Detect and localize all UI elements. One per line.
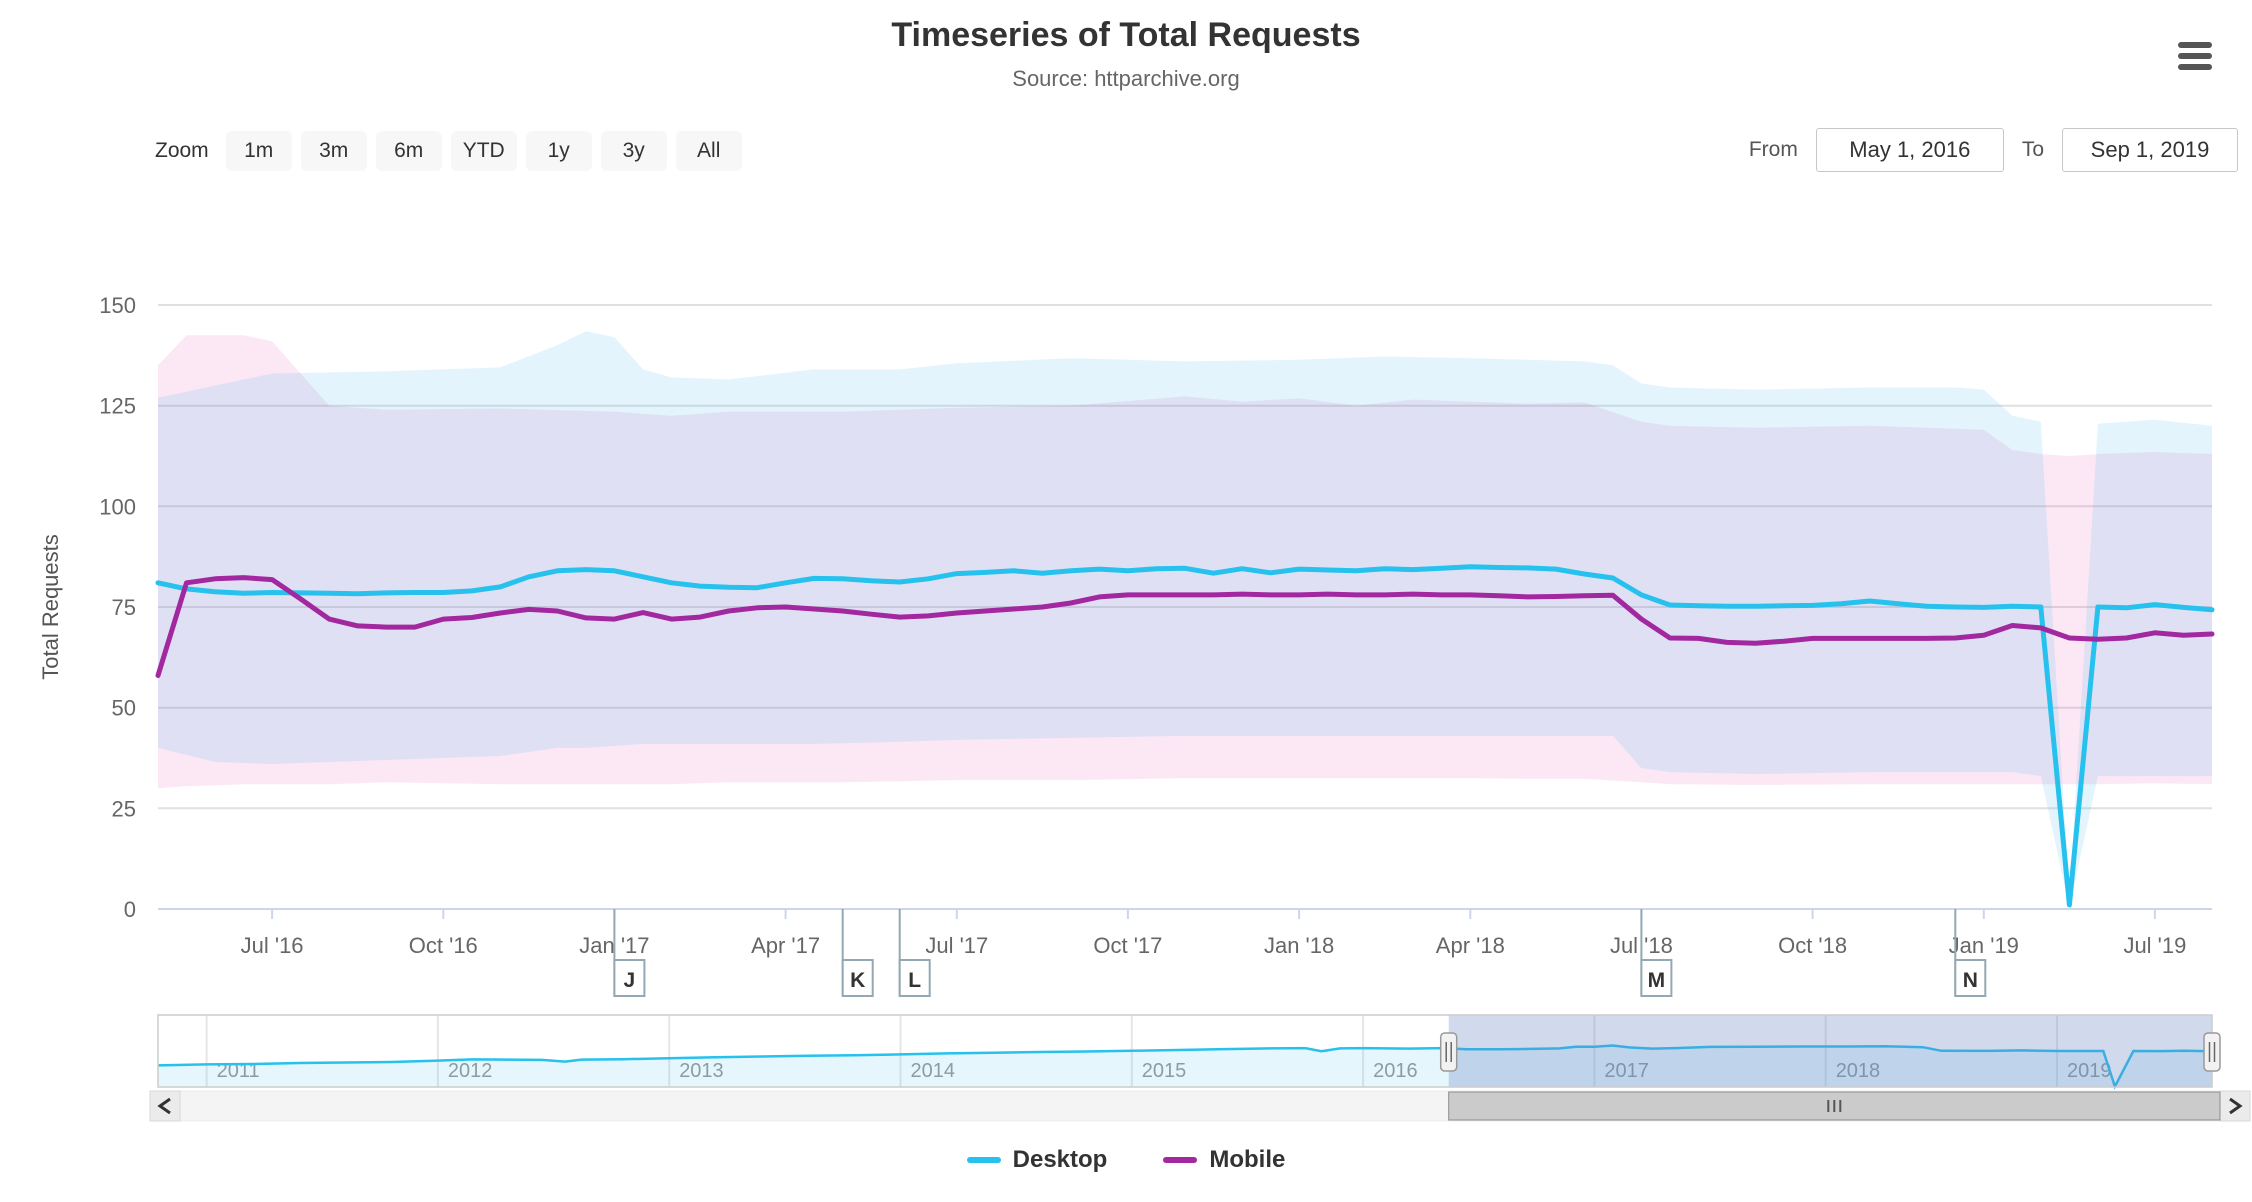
zoom-button-all[interactable]: All	[675, 131, 742, 171]
zoom-button-6m[interactable]: 6m	[375, 131, 442, 171]
navigator-year-label: 2013	[679, 1060, 724, 1082]
to-date-input[interactable]	[2062, 128, 2238, 172]
flag-label: M	[1648, 969, 1666, 992]
desktop-line	[155, 564, 2215, 908]
scrollbar-right-button[interactable]	[2219, 1090, 2251, 1122]
handle-body	[1439, 1032, 1458, 1072]
x-axis: Jul '16 Oct '16 Jan '17 Apr '17 Jul '17 Oct '…	[158, 908, 2212, 958]
navigator-right-handle[interactable]	[2203, 1032, 2221, 1072]
from-date-input[interactable]	[1815, 128, 2004, 172]
navigator-year-label: 2012	[448, 1060, 493, 1082]
navigator-year-label: 2017	[1604, 1060, 1649, 1082]
navigator-year-label: 2015	[1142, 1060, 1187, 1082]
x-axis-tick-label: Jul '16	[241, 933, 304, 958]
flag-N[interactable]: N	[1954, 909, 1987, 997]
flag-J[interactable]: J	[613, 909, 646, 997]
x-axis-tick-label: Jan '19	[1949, 933, 2019, 958]
zoom-button-ytd[interactable]: YTD	[450, 131, 517, 171]
y-axis-tick-label: 150	[99, 293, 136, 318]
zoom-toolbar: Zoom 1m 3m 6m YTD 1y 3y All	[155, 131, 742, 171]
navigator-selected-mask[interactable]	[1448, 1015, 2212, 1087]
legend-marker-icon	[966, 1157, 1001, 1163]
scrollbar-button-body	[149, 1090, 181, 1122]
legend-label: Mobile	[1209, 1146, 1286, 1173]
hamburger-icon[interactable]	[2178, 42, 2212, 70]
scrollbar	[149, 1090, 2251, 1122]
flag-box	[841, 959, 874, 997]
flag-K[interactable]: K	[841, 909, 874, 997]
zoom-label: Zoom	[155, 139, 209, 162]
x-axis-tick-label: Apr '17	[751, 933, 820, 958]
x-axis-tick-label: Jul '19	[2123, 933, 2186, 958]
x-axis-tick-label: Jul '17	[925, 933, 988, 958]
legend-item-mobile[interactable]: Mobile	[1163, 1146, 1285, 1174]
hamburger-bar	[2178, 42, 2212, 48]
legend-item-desktop[interactable]: Desktop	[966, 1146, 1108, 1174]
zoom-buttons: 1m 3m 6m YTD 1y 3y All	[225, 131, 742, 171]
navigator-year-label: 2019	[2067, 1060, 2112, 1082]
arrow-left-icon	[157, 1097, 171, 1115]
hamburger-bar	[2178, 64, 2212, 70]
legend-label: Desktop	[1012, 1146, 1108, 1173]
navigator-year-label: 2018	[1836, 1060, 1881, 1082]
flag-label: K	[850, 969, 865, 992]
chart-subtitle: Source: httparchive.org	[1012, 66, 1240, 91]
desktop-range-band	[158, 331, 2212, 907]
x-axis-tick-label: Oct '17	[1093, 933, 1162, 958]
navigator-year-label: 2016	[1373, 1060, 1418, 1082]
handle-body	[2203, 1032, 2221, 1072]
mobile-range-band	[158, 335, 2212, 789]
scrollbar-thumb[interactable]	[1448, 1091, 2221, 1121]
flag-label: L	[908, 969, 921, 992]
scrollbar-left-button[interactable]	[149, 1090, 181, 1122]
navigator: 2011 2012 2013 2014 2015 2016 2017 2018 2019	[157, 1014, 2221, 1090]
scrollbar-button-body	[2219, 1090, 2251, 1122]
arrow-right-icon	[2229, 1097, 2243, 1115]
y-axis-title: Total Requests	[38, 534, 63, 680]
range-bands	[158, 331, 2212, 907]
chart-title: Timeseries of Total Requests	[891, 16, 1361, 54]
event-flags: J K L M N	[613, 909, 1987, 997]
navigator-area	[158, 1045, 2212, 1087]
y-axis-tick-label: 25	[112, 796, 136, 821]
flag-label: N	[1963, 969, 1978, 992]
flag-box	[898, 959, 931, 997]
series-lines	[155, 564, 2215, 908]
flag-box	[613, 959, 646, 997]
navigator-left-handle[interactable]	[1439, 1032, 1458, 1072]
y-axis-tick-label: 100	[99, 494, 136, 519]
zoom-button-1y[interactable]: 1y	[525, 131, 592, 171]
y-axis-tick-label: 0	[124, 897, 136, 922]
x-axis-tick-label: Jan '18	[1264, 933, 1334, 958]
y-axis-tick-label: 125	[99, 394, 136, 419]
x-axis-tick-label: Oct '16	[409, 933, 478, 958]
x-axis-tick-label: Oct '18	[1778, 933, 1847, 958]
navigator-year-label: 2014	[911, 1060, 956, 1082]
to-label: To	[2021, 138, 2044, 161]
hamburger-bar	[2178, 53, 2212, 59]
zoom-button-1m[interactable]: 1m	[225, 131, 292, 171]
y-axis-tick-label: 75	[112, 595, 136, 620]
zoom-button-3y[interactable]: 3y	[600, 131, 667, 171]
flag-box	[1640, 959, 1673, 997]
chart-legend: Desktop Mobile	[0, 1146, 2252, 1174]
flag-M[interactable]: M	[1640, 909, 1673, 997]
navigator-line	[157, 1044, 2213, 1090]
y-axis-tick-label: 50	[112, 696, 136, 721]
navigator-year-label: 2011	[217, 1060, 260, 1082]
flag-L[interactable]: L	[898, 909, 931, 997]
zoom-button-3m[interactable]: 3m	[300, 131, 367, 171]
mobile-line	[155, 575, 2215, 678]
x-axis-tick-label: Apr '18	[1436, 933, 1505, 958]
flag-label: J	[624, 969, 636, 992]
legend-marker-icon	[1163, 1157, 1198, 1163]
from-label: From	[1748, 138, 1798, 161]
date-range-selector: From To	[1749, 128, 2238, 172]
flag-box	[1954, 959, 1987, 997]
